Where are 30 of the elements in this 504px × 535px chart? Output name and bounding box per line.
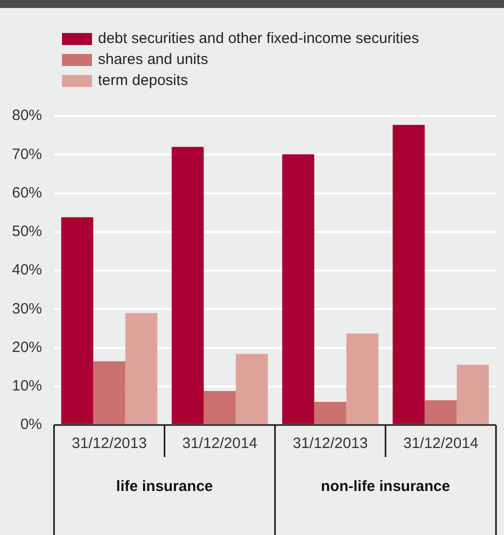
y-tick-label: 0%	[20, 416, 42, 434]
y-tick-label: 60%	[12, 184, 42, 202]
bar	[424, 400, 457, 424]
bar	[93, 361, 126, 424]
bar	[392, 124, 425, 424]
text: life insurance	[116, 478, 213, 496]
bar	[125, 312, 158, 424]
bar	[204, 391, 236, 424]
y-tick-label: 30%	[12, 300, 42, 318]
legend-label: debt securities and other fixed-income securities	[98, 30, 419, 47]
bar	[236, 354, 268, 424]
y-tick-label: 10%	[12, 378, 42, 395]
bar	[456, 364, 489, 424]
y-tick-label: 40%	[12, 262, 42, 279]
y-tick-label: 50%	[12, 223, 42, 240]
x-tick-label: 31/12/2013	[292, 435, 368, 452]
legend-label: shares and units	[98, 51, 208, 68]
bar	[282, 154, 314, 424]
bar	[172, 146, 204, 424]
y-tick-label: 20%	[12, 338, 42, 356]
y-tick-label: 80%	[12, 107, 42, 124]
x-tick-label: 31/12/2014	[182, 435, 258, 452]
x-tick-label: 31/12/2013	[72, 435, 147, 452]
y-tick-label: 70%	[12, 146, 42, 163]
legend-label: term deposits	[98, 72, 188, 89]
bar	[314, 402, 346, 424]
bar	[61, 217, 94, 424]
x-tick-label: 31/12/2014	[403, 435, 478, 452]
bar	[346, 333, 378, 424]
text: non-life insurance	[320, 478, 450, 496]
